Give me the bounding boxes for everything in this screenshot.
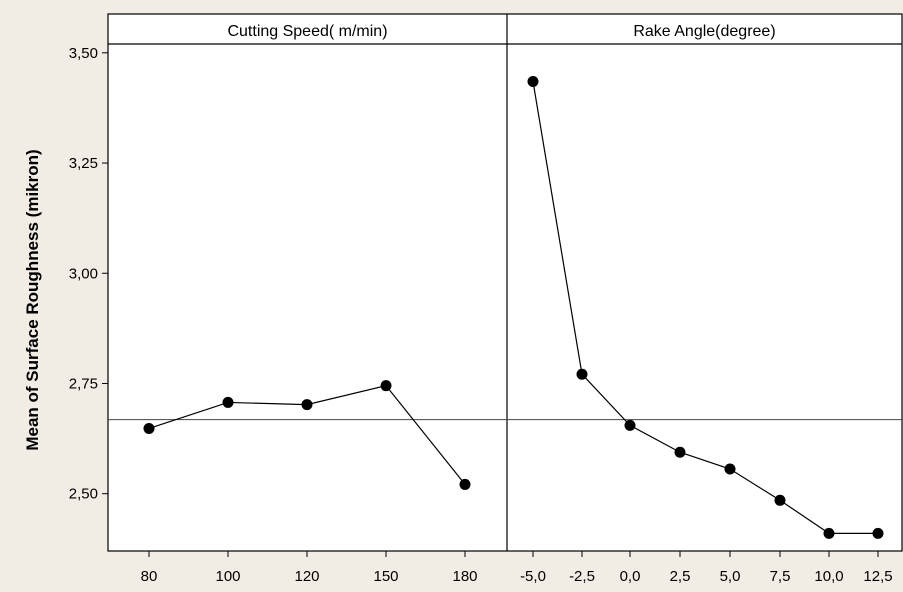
y-tick-label: 3,50 — [69, 45, 98, 62]
cutting-speed-x-tick-label: 120 — [294, 568, 319, 585]
cutting-speed-panel-title: Cutting Speed( m/min) — [227, 23, 387, 40]
rake-angle-data-point — [576, 368, 588, 380]
rake-angle-x-tick-label: -2,5 — [569, 568, 595, 585]
rake-angle-data-point — [724, 463, 736, 475]
cutting-speed-data-point — [459, 478, 471, 490]
rake-angle-data-point — [872, 527, 884, 539]
rake-angle-data-point — [774, 494, 786, 506]
rake-angle-panel-title: Rake Angle(degree) — [633, 23, 775, 40]
rake-angle-data-point — [823, 527, 835, 539]
y-axis-title: Mean of Surface Roughness (mikron) — [23, 149, 42, 450]
cutting-speed-data-point — [143, 422, 155, 434]
rake-angle-data-point — [527, 75, 539, 87]
plot-frame — [107, 13, 903, 552]
y-tick-label: 2,50 — [69, 486, 98, 503]
cutting-speed-data-point — [301, 399, 313, 411]
y-tick-label: 3,00 — [69, 265, 98, 282]
y-tick-label: 2,75 — [69, 375, 98, 392]
rake-angle-x-tick-label: 12,5 — [863, 568, 892, 585]
y-tick-label: 3,25 — [69, 155, 98, 172]
rake-angle-series-line — [532, 81, 878, 534]
rake-angle-x-tick-label: 7,5 — [770, 568, 791, 585]
cutting-speed-x-tick-label: 150 — [373, 568, 398, 585]
rake-angle-data-point — [674, 446, 686, 458]
rake-angle-x-tick-label: 2,5 — [670, 568, 691, 585]
rake-angle-x-tick-label: 5,0 — [720, 568, 741, 585]
rake-angle-data-point — [624, 419, 636, 431]
rake-angle-x-tick-label: 0,0 — [620, 568, 641, 585]
cutting-speed-data-point — [222, 396, 234, 408]
cutting-speed-data-point — [380, 380, 392, 392]
label-layer: 2,50 2,75 3,00 3,25 3,50 Cutting Speed( m/min… — [69, 23, 893, 585]
cutting-speed-x-tick-label: 100 — [215, 568, 240, 585]
cutting-speed-x-tick-label: 180 — [452, 568, 477, 585]
rake-angle-x-tick-label: -5,0 — [520, 568, 546, 585]
series-layer — [143, 75, 884, 539]
rake-angle-x-tick-label: 10,0 — [814, 568, 843, 585]
axes-layer — [102, 13, 903, 557]
cutting-speed-x-tick-label: 80 — [141, 568, 158, 585]
